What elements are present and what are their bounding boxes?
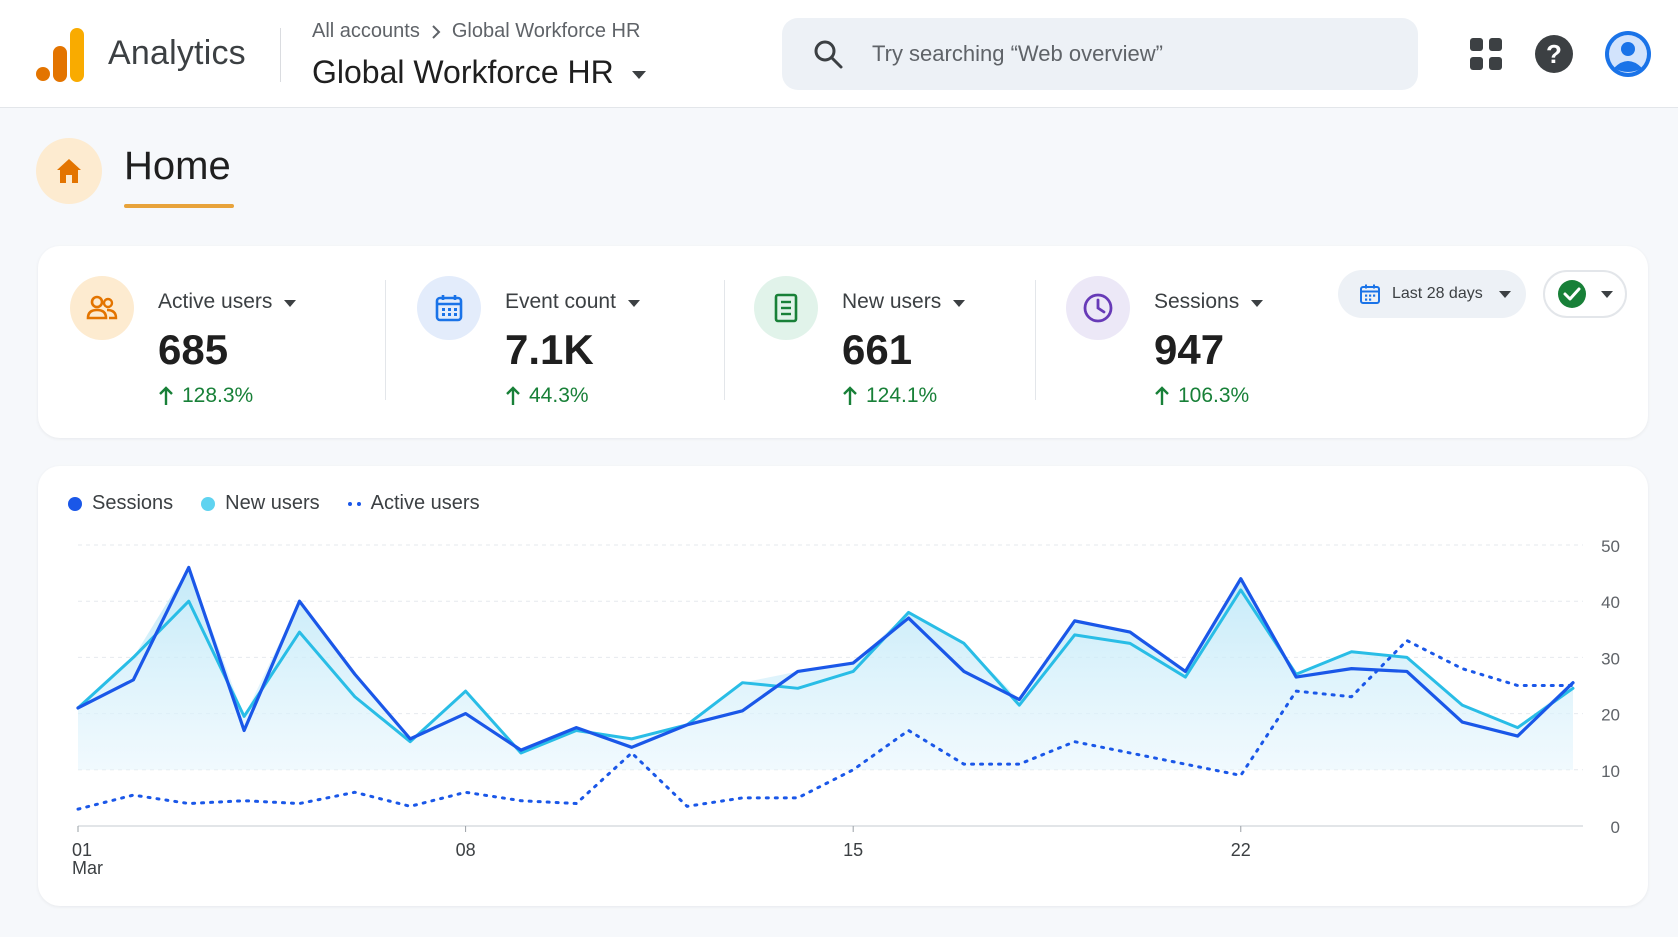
- x-tick-label: 15: [843, 840, 863, 860]
- chevron-down-icon: [953, 299, 966, 307]
- kpi-change-text: 44.3%: [529, 384, 589, 407]
- kpi-event-count: Event count 7.1K 44.3%: [417, 276, 717, 408]
- top-bar: Analytics All accounts Global Workforce …: [0, 0, 1678, 108]
- legend-label: New users: [225, 492, 320, 514]
- chart-legend: Sessions New users Active users: [68, 492, 480, 515]
- date-range-label: Last 28 days: [1392, 285, 1483, 302]
- search-input[interactable]: [872, 18, 1392, 90]
- calendar-icon: [435, 295, 463, 322]
- chevron-down-icon: [1498, 290, 1511, 298]
- kpi-sessions: Sessions 947 106.3%: [1066, 276, 1306, 408]
- date-range-button[interactable]: Last 28 days: [1338, 270, 1526, 318]
- kpi-value: 947: [1154, 326, 1225, 373]
- breadcrumb: All accounts Global Workforce HR: [312, 20, 640, 43]
- y-tick-label: 10: [1601, 762, 1620, 781]
- kpi-divider: [724, 280, 725, 400]
- breadcrumb-all-accounts[interactable]: All accounts: [312, 20, 420, 42]
- document-icon-badge: [754, 276, 818, 340]
- arrow-up-icon: [159, 386, 173, 405]
- kpi-label-text: Event count: [505, 290, 616, 313]
- trend-chart-card: Sessions New users Active users 0 10 20 30 4…: [38, 466, 1648, 906]
- analytics-logo-icon[interactable]: [36, 28, 86, 82]
- kpi-new-users: New users 661 124.1%: [754, 276, 1054, 408]
- arrow-up-icon: [1155, 386, 1169, 405]
- comparison-toggle-button[interactable]: [1543, 270, 1627, 318]
- legend-item-active-users[interactable]: Active users: [347, 492, 480, 515]
- kpi-label-sessions[interactable]: Sessions: [1154, 290, 1264, 314]
- series-line-active-users: [76, 639, 1575, 811]
- header-divider: [280, 28, 281, 82]
- legend-item-new-users[interactable]: New users: [201, 492, 320, 515]
- kpi-active-users: Active users 685 128.3%: [70, 276, 370, 408]
- check-circle-icon: [1558, 280, 1586, 308]
- home-icon-badge: [36, 138, 102, 204]
- kpi-label-text: New users: [842, 290, 942, 313]
- svg-text:?: ?: [1546, 39, 1562, 69]
- kpi-value: 685: [158, 326, 229, 373]
- property-name: Global Workforce HR: [312, 54, 614, 90]
- chevron-down-icon: [631, 70, 646, 79]
- app-name: Analytics: [108, 34, 246, 72]
- kpi-change-text: 124.1%: [866, 384, 938, 407]
- kpi-change: 106.3%: [1154, 384, 1249, 408]
- y-tick-label: 30: [1601, 649, 1620, 668]
- kpi-label-text: Active users: [158, 290, 273, 313]
- kpi-change: 128.3%: [158, 384, 253, 408]
- calendar-icon-badge: [417, 276, 481, 340]
- chevron-down-icon: [1251, 299, 1264, 307]
- legend-item-sessions[interactable]: Sessions: [68, 492, 173, 515]
- legend-label: Sessions: [92, 492, 174, 514]
- account-avatar-icon[interactable]: [1604, 30, 1652, 78]
- y-tick-label: 50: [1601, 537, 1620, 556]
- kpi-summary-card: Active users 685 128.3% Event count 7.1K: [38, 246, 1648, 438]
- legend-swatch: [201, 496, 216, 511]
- kpi-label-text: Sessions: [1154, 290, 1240, 313]
- x-tick-sublabel: Mar: [72, 858, 103, 878]
- chevron-right-icon: [432, 24, 441, 39]
- kpi-divider: [1035, 280, 1036, 400]
- kpi-value: 661: [842, 326, 913, 373]
- page-title-underline: [124, 204, 234, 208]
- apps-grid-icon[interactable]: [1464, 32, 1508, 76]
- x-tick-label: 01: [72, 840, 92, 860]
- y-tick-label: 40: [1601, 593, 1620, 612]
- kpi-divider: [385, 280, 386, 400]
- page-title: Home: [124, 144, 231, 188]
- people-icon: [86, 295, 118, 320]
- legend-label: Active users: [370, 492, 480, 514]
- chevron-down-icon: [1601, 290, 1613, 298]
- clock-icon: [1083, 293, 1113, 323]
- kpi-change-text: 106.3%: [1178, 384, 1250, 407]
- search-icon: [814, 40, 843, 69]
- document-icon: [774, 293, 798, 323]
- home-icon: [57, 159, 81, 183]
- clock-icon-badge: [1066, 276, 1130, 340]
- series-line-sessions: [76, 565, 1575, 752]
- kpi-change: 44.3%: [505, 384, 589, 408]
- arrow-up-icon: [843, 386, 857, 405]
- breadcrumb-account[interactable]: Global Workforce HR: [451, 20, 641, 42]
- kpi-value: 7.1K: [505, 326, 594, 373]
- kpi-label-event-count[interactable]: Event count: [505, 290, 640, 314]
- arrow-up-icon: [506, 386, 520, 405]
- chevron-down-icon: [627, 299, 640, 307]
- y-tick-label: 0: [1611, 818, 1620, 837]
- y-tick-label: 20: [1601, 706, 1620, 725]
- kpi-label-new-users[interactable]: New users: [842, 290, 966, 314]
- help-icon[interactable]: ?: [1532, 32, 1576, 76]
- x-tick-label: 22: [1231, 840, 1251, 860]
- search-bar[interactable]: [782, 18, 1418, 90]
- legend-swatch: [347, 501, 361, 506]
- x-tick-label: 08: [456, 840, 476, 860]
- people-icon-badge: [70, 276, 134, 340]
- kpi-change: 124.1%: [842, 384, 937, 408]
- series-line-new-users: [76, 588, 1575, 755]
- kpi-change-text: 128.3%: [182, 384, 254, 407]
- property-selector[interactable]: Global Workforce HR: [312, 54, 646, 91]
- legend-swatch: [68, 496, 82, 511]
- calendar-icon: [1360, 284, 1380, 304]
- kpi-label-active-users[interactable]: Active users: [158, 290, 297, 314]
- chevron-down-icon: [284, 299, 297, 307]
